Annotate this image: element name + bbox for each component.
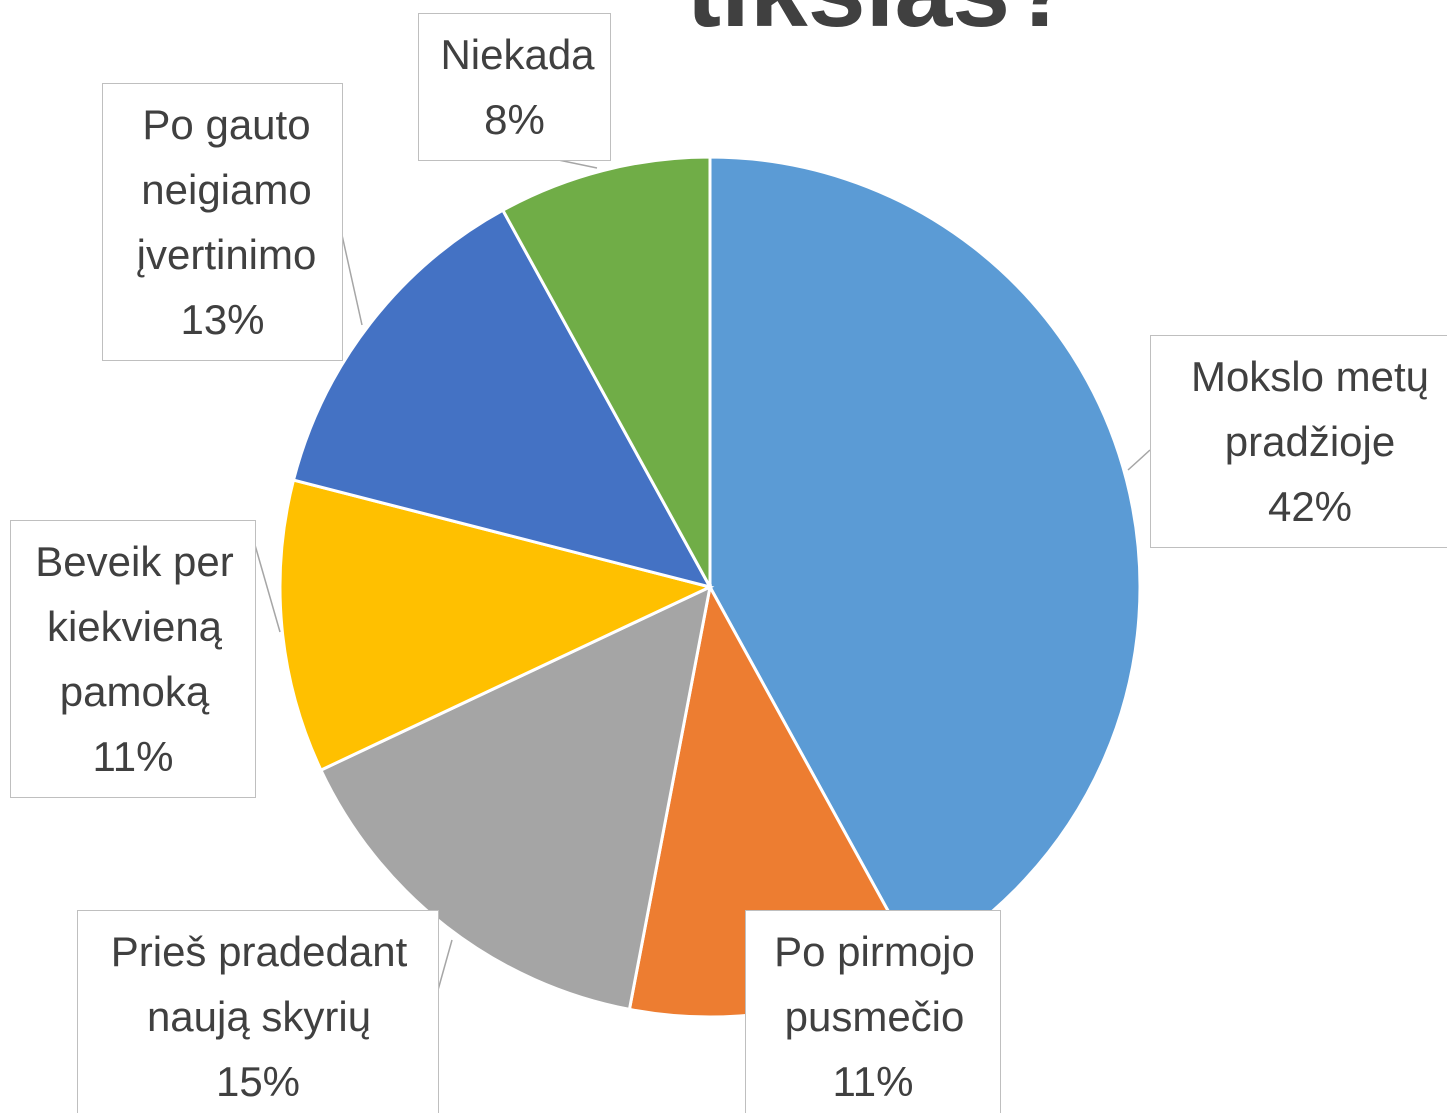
leader-line	[341, 234, 363, 326]
leader-line	[254, 544, 281, 633]
slice	[291, 208, 713, 590]
chart-title: tikslas?	[600, 0, 1160, 51]
data-label: Niekada 8%	[418, 13, 611, 161]
label-category: Prieš pradedant naują skyrių	[110, 928, 408, 1040]
label-value: 42%	[1267, 483, 1353, 530]
label-category: Po gauto neigiamo įvertinimo	[136, 101, 317, 278]
label-value: 11%	[832, 1058, 914, 1105]
label-value: 11%	[92, 733, 174, 780]
data-label: Po pirmojo pusmečio 11%	[745, 910, 1001, 1113]
label-category: Beveik per kiekvieną pamoką	[35, 538, 234, 715]
label-category: Mokslo metų pradžioje	[1190, 353, 1430, 465]
label-category: Niekada	[440, 31, 595, 78]
leader-line	[437, 939, 453, 991]
slice	[278, 478, 715, 773]
slice	[500, 155, 712, 588]
label-category: Po pirmojo pusmečio	[774, 928, 975, 1040]
leader-line	[1127, 449, 1151, 471]
slice	[318, 584, 713, 1012]
label-value: 8%	[484, 96, 545, 143]
data-label: Beveik per kiekvieną pamoką 11%	[10, 520, 256, 798]
data-label: Mokslo metų pradžioje 42%	[1150, 335, 1447, 548]
slice	[708, 155, 1142, 966]
data-label: Prieš pradedant naują skyrių 15%	[77, 910, 439, 1113]
label-value: 13%	[180, 296, 265, 343]
label-value: 15%	[215, 1058, 301, 1105]
slices	[278, 155, 1142, 1019]
data-label: Po gauto neigiamo įvertinimo 13%	[102, 83, 343, 361]
